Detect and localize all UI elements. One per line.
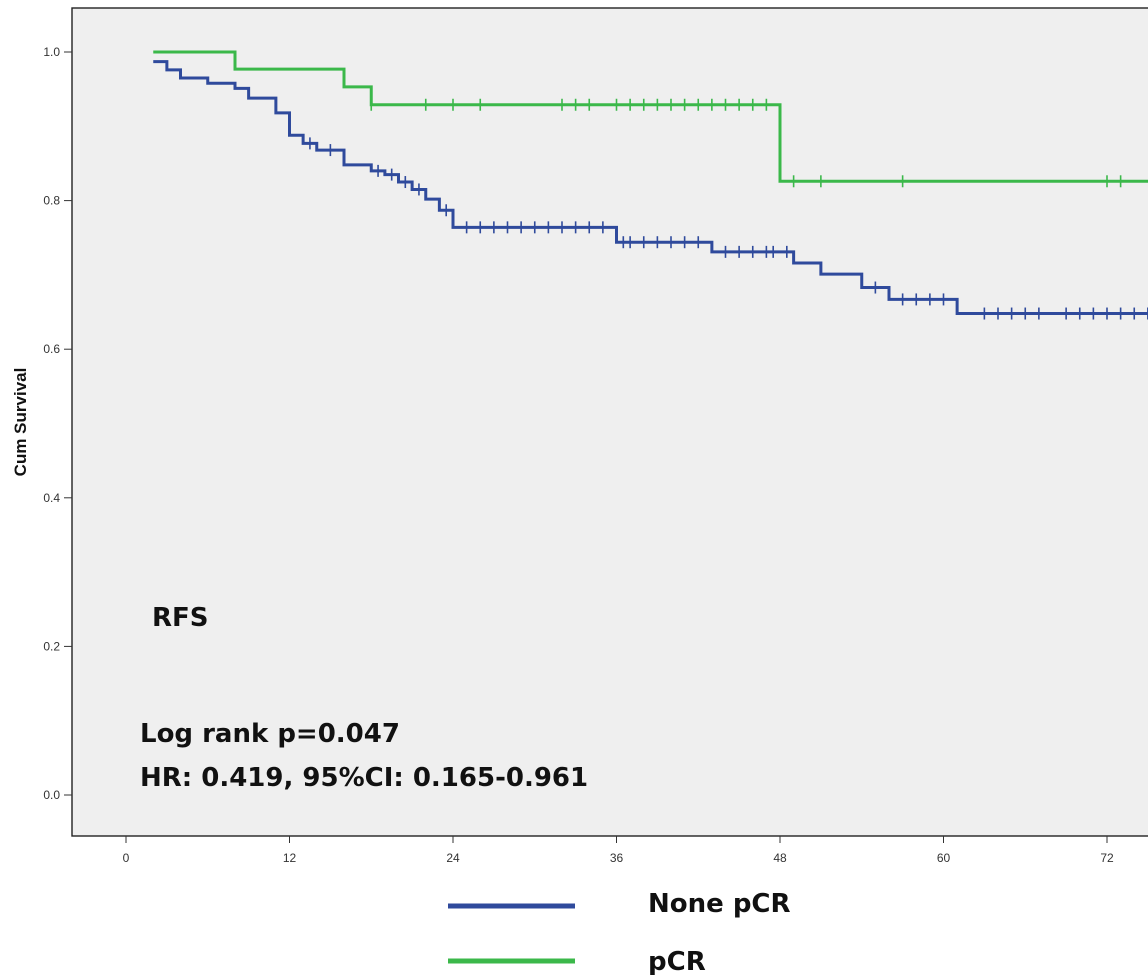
plot-area [71, 7, 1148, 837]
y-axis: 0.0 0.2 0.4 0.6 0.8 1.0 [43, 45, 72, 802]
y-tick-label: 0.8 [43, 194, 60, 208]
y-tick-label: 1.0 [43, 45, 60, 59]
annotation-hr: HR: 0.419, 95%CI: 0.165-0.961 [140, 763, 588, 793]
annotation-rfs: RFS [152, 603, 209, 633]
x-tick-label: 12 [283, 851, 297, 865]
x-tick-label: 72 [1100, 851, 1114, 865]
series-line-pcr [153, 50, 1148, 183]
x-axis: 0 12 24 36 48 60 72 [123, 836, 1114, 865]
x-tick-label: 60 [937, 851, 951, 865]
y-axis-title: Cum Survival [11, 368, 30, 477]
y-tick-label: 0.4 [43, 491, 60, 505]
y-tick-label: 0.6 [43, 342, 60, 356]
y-tick-label: 0.0 [43, 788, 60, 802]
x-tick-label: 48 [773, 851, 787, 865]
x-tick-label: 24 [446, 851, 460, 865]
legend-label-none-pcr: None pCR [648, 889, 791, 919]
y-tick-label: 0.2 [43, 639, 60, 653]
series-layer [153, 50, 1148, 320]
series-none-pcr [153, 60, 1148, 320]
x-tick-label: 0 [123, 851, 130, 865]
x-tick-label: 36 [610, 851, 624, 865]
annotation-logrank: Log rank p=0.047 [140, 719, 400, 749]
legend: None pCR pCR [448, 889, 791, 975]
legend-label-pcr: pCR [648, 947, 706, 975]
series-pcr [153, 50, 1148, 188]
